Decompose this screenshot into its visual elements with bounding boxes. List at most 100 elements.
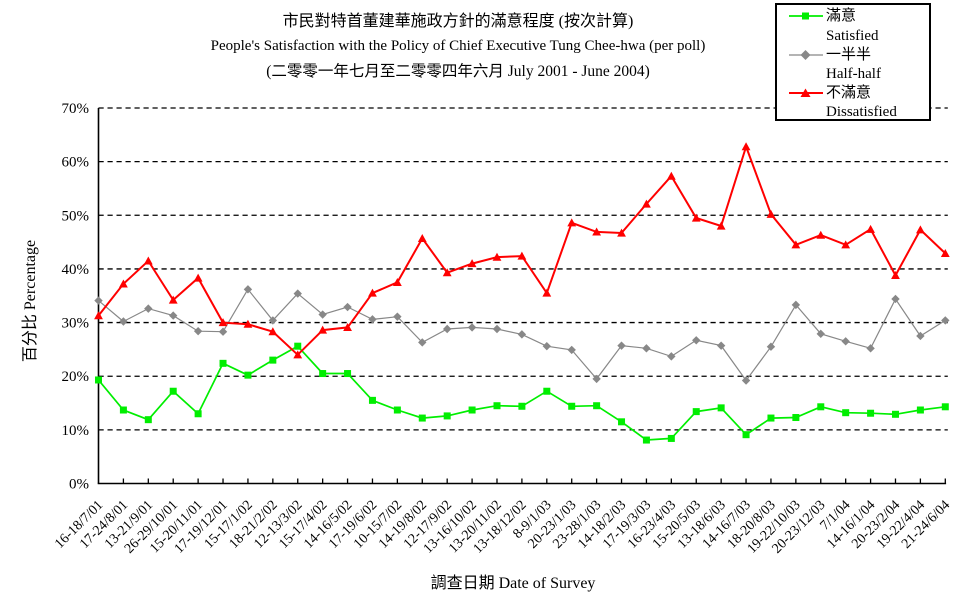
dissatisfied-series-swatch — [789, 88, 823, 97]
marker-satisfied-11 — [368, 396, 376, 404]
marker-dissatisfied-12 — [392, 277, 402, 286]
marker-half-half-16 — [492, 324, 502, 334]
x-axis-title: 調查日期 Date of Survey — [430, 575, 596, 592]
marker-dissatisfied-21 — [617, 228, 626, 237]
y-tick-label-30%: 30% — [62, 316, 90, 332]
marker-satisfied-9 — [319, 370, 327, 378]
marker-dissatisfied-24 — [691, 213, 701, 222]
y-axis-title: 百分比 Percentage — [22, 239, 39, 363]
marker-dissatisfied-19 — [567, 218, 577, 227]
marker-half-half-17 — [517, 330, 527, 339]
marker-dissatisfied-30 — [841, 240, 851, 249]
marker-dissatisfied-32 — [891, 270, 900, 279]
marker-half-half-25 — [716, 341, 726, 350]
marker-half-half-18 — [542, 341, 552, 351]
chart-title-period: (二零零一年七月至二零零四年六月 July 2001 - June 2004) — [266, 63, 650, 80]
marker-half-half-0 — [94, 296, 103, 305]
marker-half-half-2 — [144, 304, 153, 313]
marker-half-half-23 — [667, 352, 676, 361]
marker-half-half-3 — [169, 311, 178, 320]
marker-dissatisfied-2 — [143, 256, 153, 265]
marker-satisfied-3 — [169, 387, 177, 395]
legend-label-satisfied-zh: 滿意 — [826, 8, 857, 24]
marker-satisfied-10 — [344, 370, 352, 378]
marker-dissatisfied-25 — [716, 221, 726, 230]
marker-dissatisfied-22 — [642, 199, 651, 208]
marker-dissatisfied-11 — [368, 288, 377, 297]
marker-half-half-11 — [368, 315, 377, 324]
marker-satisfied-25 — [717, 404, 725, 412]
legend-label-satisfied-en: Satisfied — [826, 27, 879, 44]
marker-satisfied-12 — [393, 406, 401, 414]
marker-dissatisfied-10 — [343, 322, 352, 331]
marker-satisfied-6 — [244, 371, 252, 379]
marker-dissatisfied-33 — [915, 225, 925, 234]
marker-half-half-27 — [766, 342, 776, 351]
marker-half-half-7 — [268, 316, 278, 325]
marker-dissatisfied-15 — [467, 259, 477, 268]
marker-satisfied-26 — [742, 431, 750, 439]
y-tick-label-50%: 50% — [62, 208, 90, 224]
marker-dissatisfied-34 — [940, 248, 950, 257]
marker-satisfied-24 — [692, 408, 700, 416]
chart-title-block: 市民對特首董建華施政方針的滿意程度 (按次計算) People's Satisf… — [0, 9, 916, 84]
marker-satisfied-1 — [119, 406, 127, 414]
marker-satisfied-20 — [593, 402, 601, 410]
marker-dissatisfied-29 — [816, 230, 826, 239]
marker-half-half-8 — [293, 289, 302, 298]
marker-half-half-10 — [343, 302, 352, 312]
marker-satisfied-22 — [642, 436, 650, 444]
marker-half-half-13 — [418, 338, 427, 347]
marker-dissatisfied-31 — [866, 224, 875, 233]
marker-half-half-20 — [592, 374, 601, 384]
legend-label-dissatisfied-en: Dissatisfied — [826, 103, 897, 120]
marker-half-half-19 — [567, 345, 576, 355]
marker-dissatisfied-8 — [293, 350, 303, 359]
marker-half-half-22 — [642, 344, 651, 353]
marker-half-half-30 — [841, 337, 850, 346]
marker-satisfied-27 — [767, 414, 775, 422]
legend-label-halfhalf-zh: 一半半 — [826, 46, 872, 63]
triangle-marker-icon — [800, 88, 811, 97]
marker-half-half-9 — [318, 310, 327, 319]
marker-satisfied-5 — [219, 359, 227, 367]
marker-half-half-1 — [119, 317, 128, 326]
marker-dissatisfied-13 — [417, 233, 427, 242]
marker-half-half-31 — [866, 344, 875, 353]
marker-satisfied-2 — [144, 416, 152, 424]
marker-satisfied-17 — [518, 402, 526, 410]
marker-satisfied-18 — [543, 387, 551, 395]
marker-satisfied-30 — [842, 409, 850, 417]
marker-dissatisfied-28 — [791, 240, 801, 249]
marker-half-half-26 — [741, 376, 751, 385]
y-tick-label-70%: 70% — [62, 101, 90, 117]
diamond-marker-icon — [800, 49, 811, 60]
marker-half-half-6 — [243, 285, 253, 294]
marker-dissatisfied-5 — [218, 318, 228, 327]
marker-half-half-12 — [393, 312, 402, 321]
marker-half-half-15 — [467, 323, 477, 332]
marker-dissatisfied-20 — [592, 227, 602, 236]
marker-half-half-24 — [692, 336, 701, 345]
marker-half-half-32 — [891, 294, 900, 304]
marker-satisfied-0 — [95, 376, 102, 384]
marker-satisfied-29 — [817, 403, 825, 411]
marker-half-half-14 — [442, 324, 452, 334]
marker-satisfied-32 — [891, 410, 899, 418]
y-tick-label-10%: 10% — [62, 423, 90, 439]
marker-dissatisfied-4 — [193, 273, 203, 282]
halfhalf-series-swatch — [789, 49, 823, 60]
marker-half-half-21 — [617, 341, 626, 350]
marker-satisfied-4 — [194, 410, 202, 418]
marker-dissatisfied-0 — [94, 311, 103, 320]
marker-satisfied-33 — [916, 406, 924, 414]
marker-satisfied-34 — [941, 403, 949, 411]
marker-dissatisfied-18 — [542, 288, 552, 297]
marker-dissatisfied-9 — [318, 325, 328, 334]
marker-satisfied-19 — [568, 402, 576, 410]
marker-dissatisfied-17 — [517, 251, 527, 260]
marker-dissatisfied-23 — [666, 171, 676, 180]
y-tick-label-20%: 20% — [62, 369, 90, 385]
